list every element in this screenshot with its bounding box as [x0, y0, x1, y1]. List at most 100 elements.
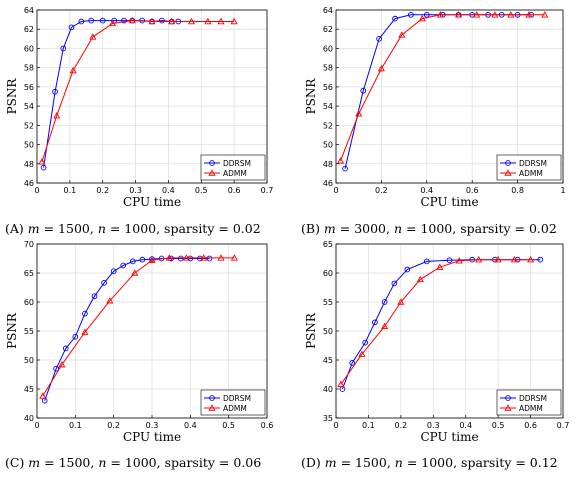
- data-point-admm: [217, 17, 225, 25]
- data-point-ddrsm: [62, 345, 69, 352]
- y-tick-label: 60: [24, 44, 34, 53]
- data-point-admm: [377, 64, 385, 72]
- panel-caption: (C) m = 1500, n = 1000, sparsity = 0.06: [5, 455, 261, 470]
- legend-box: [496, 389, 562, 416]
- legend-marker-ddrsm: [209, 395, 215, 401]
- series-line-admm: [340, 14, 545, 162]
- caption-rest: = 1000, sparsity = 0.02: [402, 221, 557, 236]
- chart-panel-2: 0 0.1 0.2 0.3 0.4 0.5 0.6 40 45 50 55 60 65 70 CPU tim…: [5, 240, 273, 470]
- y-tick-label: 56: [323, 83, 333, 92]
- y-tick-label: 45: [323, 356, 333, 365]
- caption-n-symbol: n: [395, 455, 403, 470]
- x-tick-label: 0: [34, 186, 39, 195]
- data-point-admm: [182, 254, 191, 261]
- plot-frame: [36, 9, 268, 184]
- x-tick-label: 0.6: [261, 421, 274, 430]
- data-point-admm: [507, 11, 515, 18]
- legend-box: [496, 154, 562, 181]
- y-tick-label: 60: [323, 269, 333, 278]
- y-tick-label: 55: [323, 298, 333, 307]
- chart-panel-3: 0 0.1 0.2 0.3 0.4 0.5 0.6 0.7 35 40 45 50 55 60 65 CPU …: [301, 240, 569, 470]
- x-tick-label: 0.3: [146, 421, 159, 430]
- data-point-admm: [358, 350, 366, 357]
- data-point-ddrsm: [82, 310, 88, 317]
- legend-label-admm: ADMM: [223, 169, 247, 178]
- x-tick-label: 0.1: [63, 186, 76, 195]
- data-point-admm: [109, 19, 117, 27]
- caption-n-symbol: n: [394, 221, 402, 236]
- data-point-ddrsm: [404, 266, 411, 273]
- x-tick-label: 0.2: [375, 186, 388, 195]
- y-tick-label: 50: [323, 327, 333, 336]
- y-axis-label: PSNR: [304, 78, 318, 115]
- y-tick-label: 65: [24, 269, 34, 278]
- data-point-admm: [187, 17, 195, 25]
- y-tick-label: 64: [24, 6, 34, 15]
- y-axis-label: PSNR: [5, 78, 19, 115]
- x-tick-label: 0.1: [362, 421, 375, 430]
- caption-label: (B): [301, 221, 324, 236]
- data-point-admm: [510, 255, 518, 263]
- y-tick-label: 56: [24, 83, 34, 92]
- data-point-admm: [525, 11, 533, 18]
- legend-label-admm: ADMM: [223, 404, 247, 413]
- data-point-admm: [165, 254, 173, 261]
- data-point-ddrsm: [177, 255, 184, 262]
- data-point-admm: [200, 254, 208, 261]
- x-tick-label: 0.4: [162, 186, 175, 195]
- data-point-admm: [416, 275, 424, 283]
- y-tick-label: 40: [323, 385, 333, 394]
- data-point-admm: [38, 158, 46, 165]
- data-point-admm: [337, 380, 345, 388]
- x-axis-label: CPU time: [420, 195, 478, 209]
- data-point-ddrsm: [121, 17, 127, 24]
- x-tick-label: 0.4: [420, 186, 433, 195]
- legend-marker-admm: [208, 404, 216, 411]
- series-line-ddrsm: [344, 14, 532, 169]
- y-tick-label: 62: [24, 25, 34, 34]
- data-point-ddrsm: [537, 256, 544, 263]
- y-tick-label: 58: [24, 64, 34, 73]
- legend-box: [200, 154, 266, 181]
- data-point-admm: [527, 255, 535, 263]
- caption-rest: = 1000, sparsity = 0.02: [106, 221, 261, 236]
- x-tick-label: 0.7: [557, 421, 570, 430]
- data-point-ddrsm: [60, 45, 67, 52]
- data-point-admm: [436, 11, 444, 18]
- data-point-ddrsm: [41, 397, 48, 404]
- data-point-admm: [81, 328, 89, 335]
- x-tick-label: 0.2: [96, 186, 109, 195]
- data-point-admm: [148, 17, 156, 25]
- chart-panel-0: 0 0.1 0.2 0.3 0.4 0.5 0.6 0.7 46 48 50 52 54 56 58 60 62…: [5, 6, 273, 236]
- data-point-ddrsm: [72, 333, 79, 340]
- legend-label-ddrsm: DDRSM: [223, 159, 251, 168]
- caption-m-value: = 1500,: [40, 455, 98, 470]
- legend-label-admm: ADMM: [519, 169, 543, 178]
- plot-frame: [335, 9, 564, 184]
- x-axis-label: CPU time: [123, 430, 181, 444]
- x-axis-label: CPU time: [420, 430, 478, 444]
- legend-marker-admm: [504, 404, 512, 411]
- caption-m-value: = 1500,: [337, 455, 395, 470]
- data-point-ddrsm: [206, 255, 213, 262]
- data-point-admm: [230, 17, 238, 25]
- x-tick-label: 0.4: [459, 421, 472, 430]
- data-point-admm: [168, 17, 176, 25]
- y-tick-label: 65: [323, 240, 333, 249]
- data-point-ddrsm: [91, 293, 98, 300]
- y-tick-label: 60: [24, 298, 34, 307]
- data-point-ddrsm: [99, 17, 106, 24]
- x-axis-label: CPU time: [123, 195, 181, 209]
- caption-label: (D): [301, 455, 325, 470]
- panel-caption: (A) m = 1500, n = 1000, sparsity = 0.02: [5, 221, 261, 236]
- data-point-ddrsm: [120, 262, 127, 269]
- legend-label-ddrsm: DDRSM: [223, 394, 251, 403]
- data-point-admm: [131, 269, 139, 276]
- data-point-admm: [494, 255, 502, 263]
- y-tick-label: 62: [323, 25, 333, 34]
- data-point-ddrsm: [381, 299, 388, 305]
